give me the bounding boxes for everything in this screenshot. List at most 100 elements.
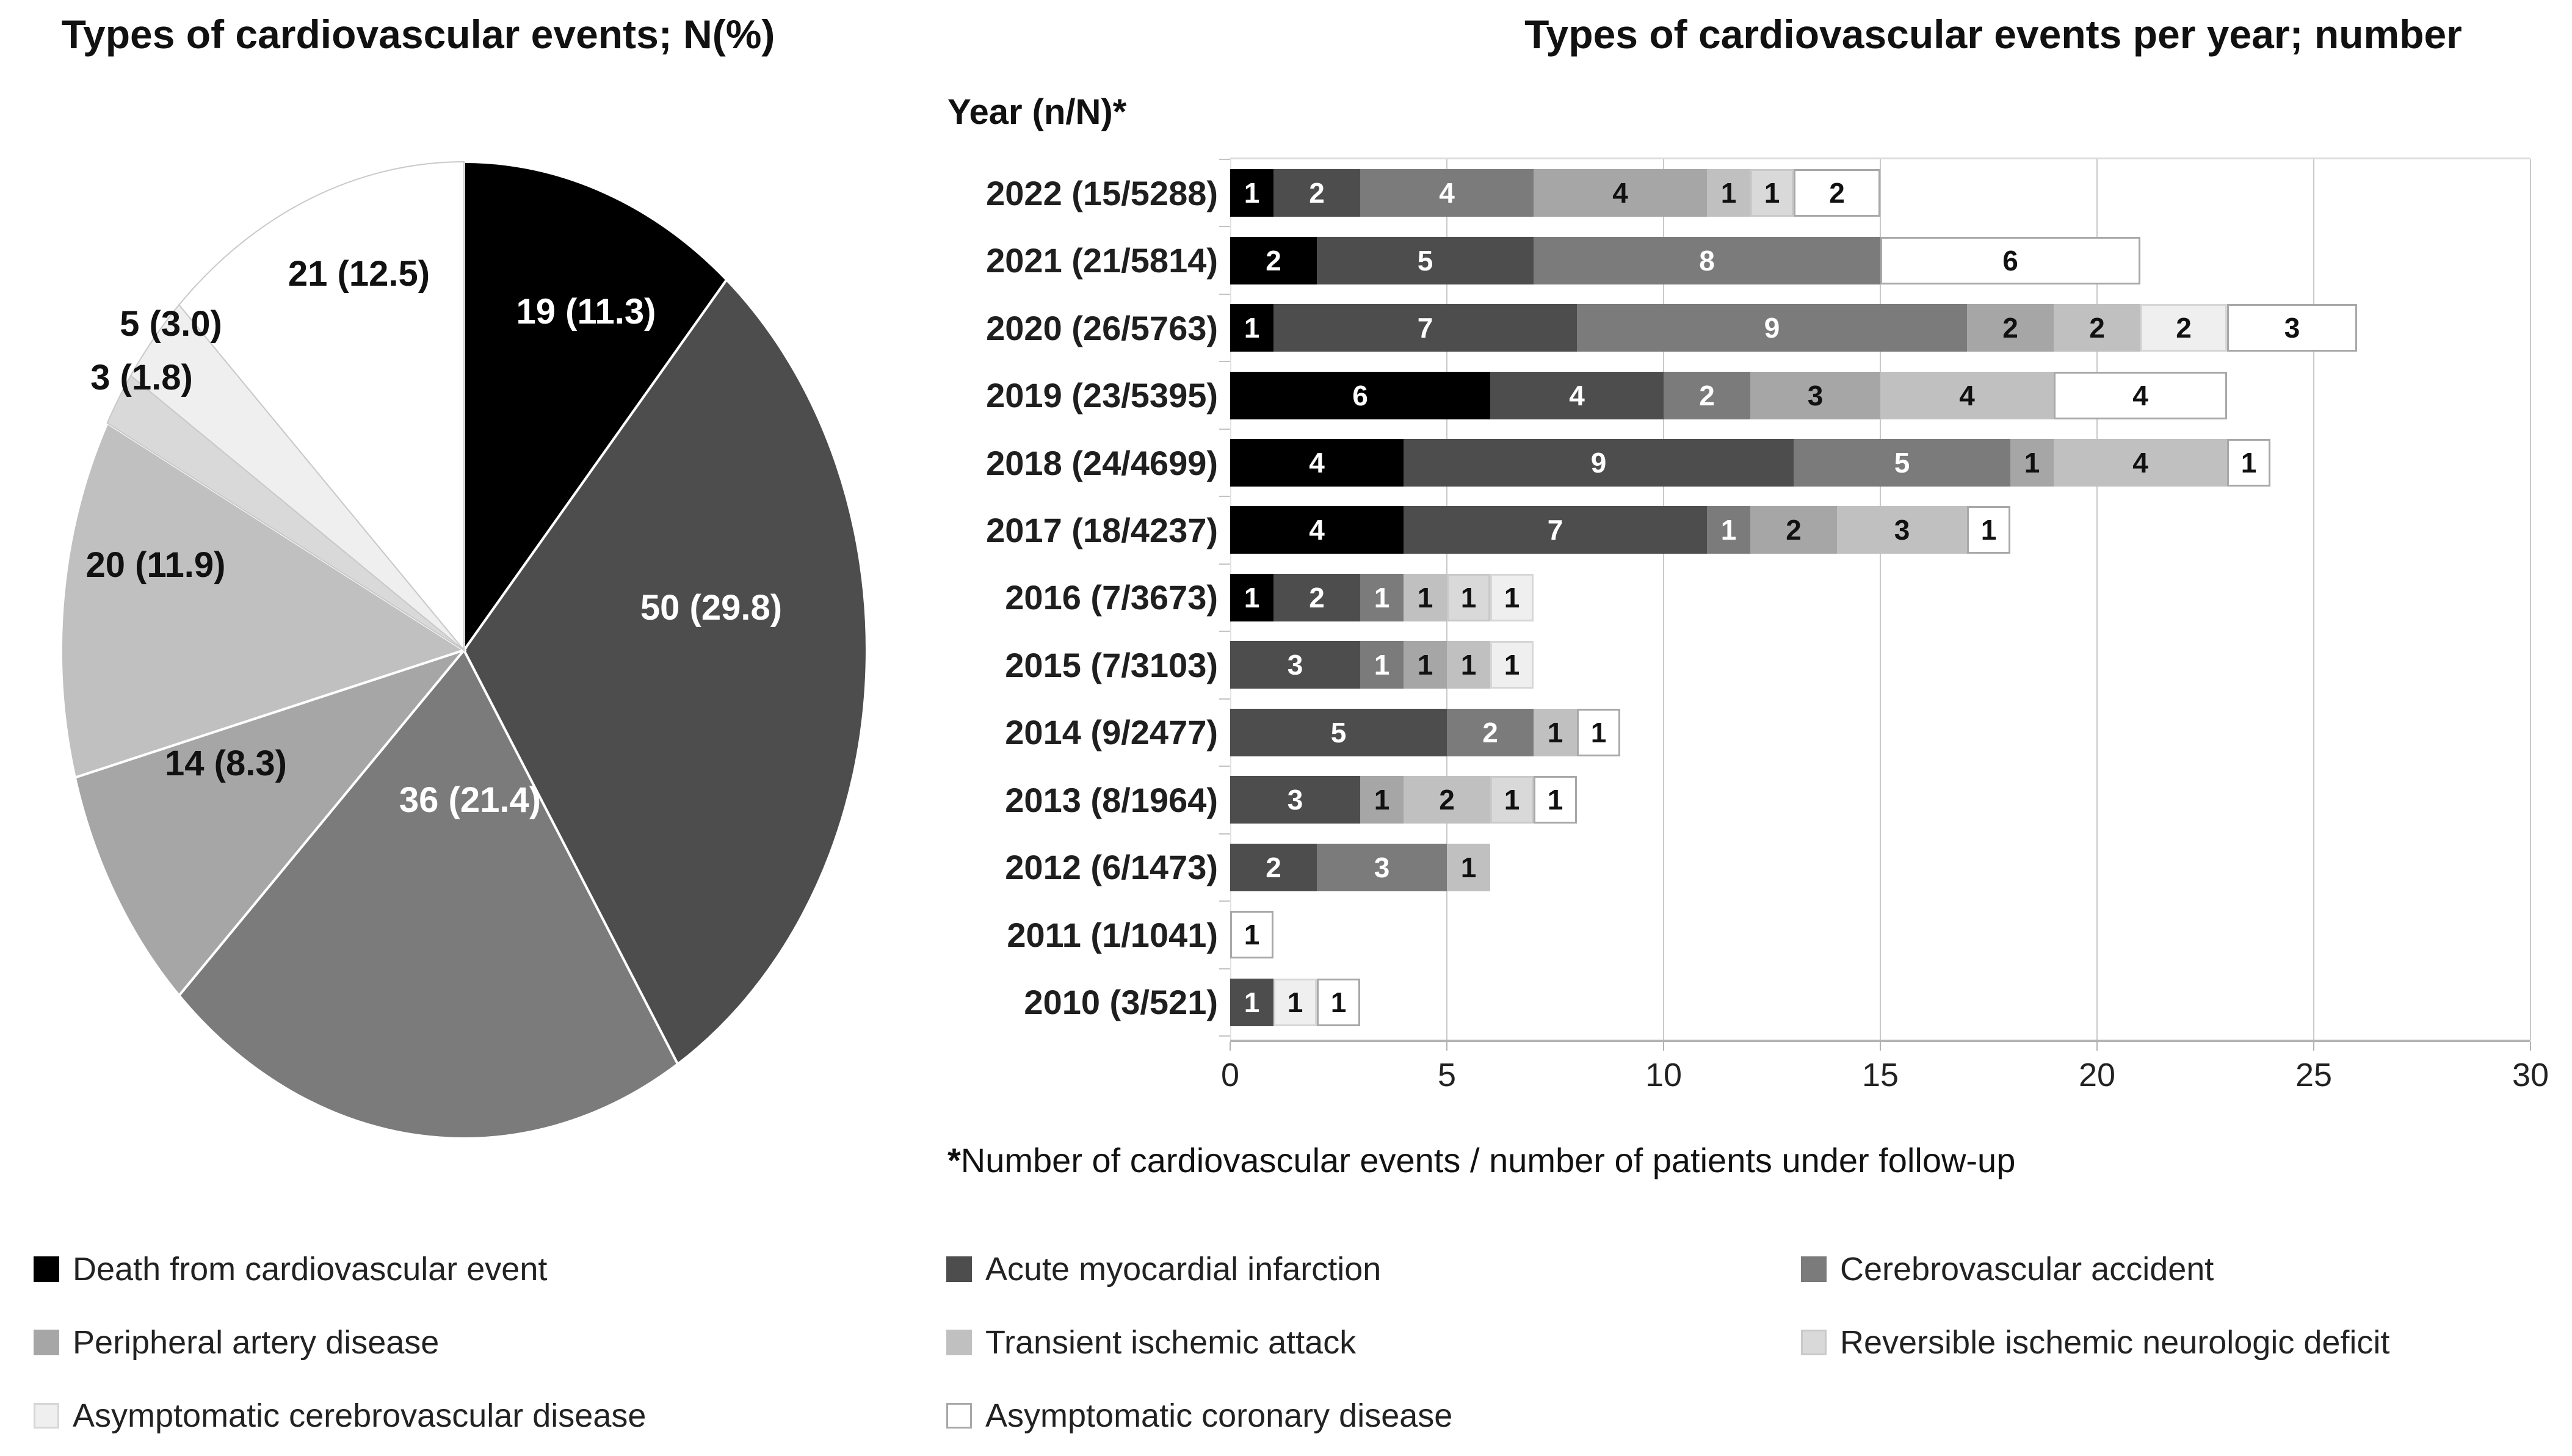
pie-slice: [177, 648, 679, 1140]
bar-segment: 1: [1317, 978, 1360, 1026]
footnote: *Number of cardiovascular events / numbe…: [947, 1140, 2015, 1180]
bar-track: 1: [1230, 911, 1273, 959]
bar-segment: 2: [1230, 843, 1317, 891]
bar-segment: 1: [1360, 641, 1404, 689]
legend: Death from cardiovascular event Acute myo…: [34, 1250, 2570, 1435]
legend-label: Reversible ischemic neurologic deficit: [1840, 1324, 2390, 1361]
year-label: 2015 (7/3103): [1005, 645, 1218, 684]
bar-segment: 1: [1273, 978, 1317, 1026]
bar-row: 2012 (6/1473) 2 3 1: [873, 834, 2558, 901]
pie-slice-label: 50 (29.8): [640, 588, 782, 628]
bar-segment: 1: [1447, 573, 1490, 621]
pie-chart-title: Types of cardiovascular events; N(%): [61, 12, 775, 57]
x-tick-label: 10: [1645, 1057, 1683, 1093]
footnote-asterisk: *: [947, 1141, 961, 1179]
bar-segment: 9: [1404, 439, 1794, 487]
bar-segment: 7: [1404, 506, 1707, 554]
bar-segment: 1: [1360, 573, 1404, 621]
bar-row: 2021 (21/5814) 2 5 8 6: [873, 226, 2558, 294]
year-label: 2022 (15/5288): [986, 173, 1218, 212]
legend-label: Death from cardiovascular event: [73, 1251, 548, 1288]
bar-segment: 1: [1360, 776, 1404, 824]
y-axis-tickmark: [1219, 496, 1230, 498]
x-axis-tickmark: [2530, 1042, 2531, 1051]
bar-segment: 2: [1230, 236, 1317, 284]
pie-slice: [462, 278, 868, 1067]
pie-slice: [59, 421, 467, 780]
bar-segment: 1: [2227, 439, 2270, 487]
pie-slice-label: 19 (11.3): [516, 292, 656, 331]
bar-segment: 1: [1490, 641, 1534, 689]
x-tick-label: 0: [1220, 1057, 1240, 1093]
bar-row: 2022 (15/5288) 1 2 4 4 1 1 2: [873, 159, 2558, 226]
bar-row: 2020 (26/5763) 1 7 9 2 2 2 3: [873, 294, 2558, 361]
x-tick-label: 15: [1861, 1057, 1899, 1093]
bar-row: 2015 (7/3103) 3 1 1 1 1: [873, 631, 2558, 698]
bar-row: 2013 (8/1964) 3 1 2 1 1: [873, 766, 2558, 833]
bar-segment: 4: [1230, 506, 1404, 554]
bar-segment: 4: [2054, 439, 2227, 487]
bar-segment: 2: [2054, 304, 2140, 352]
bar-segment: 1: [1534, 708, 1577, 756]
pie-slice: [463, 160, 728, 654]
bar-segment: 2: [2140, 304, 2227, 352]
legend-swatch-icon: [946, 1330, 972, 1355]
bar-segment: 1: [1707, 506, 1750, 554]
legend-label: Cerebrovascular accident: [1840, 1251, 2214, 1288]
bar-segment: 1: [1447, 843, 1490, 891]
y-axis-tickmark: [1219, 968, 1230, 969]
pie-slice: [178, 161, 465, 652]
legend-swatch-icon: [1801, 1256, 1827, 1282]
legend-item: Asymptomatic coronary disease: [946, 1397, 1801, 1435]
legend-item: Asymptomatic cerebrovascular disease: [34, 1397, 946, 1435]
legend-item: Death from cardiovascular event: [34, 1250, 946, 1288]
bar-segment: 2: [1750, 506, 1837, 554]
year-label: 2019 (23/5395): [986, 376, 1218, 415]
bar-segment: 6: [1230, 371, 1490, 419]
legend-item: Transient ischemic attack: [946, 1324, 1801, 1361]
x-axis: 0 5 10 15 20 25 30: [1221, 1056, 2572, 1099]
x-axis-tickmark: [1446, 1042, 1447, 1051]
bar-segment: 9: [1577, 304, 1967, 352]
legend-item: Peripheral artery disease: [34, 1324, 946, 1361]
bar-segment: 6: [1880, 236, 2140, 284]
legend-swatch-icon: [946, 1256, 972, 1282]
y-axis-tickmark: [1219, 226, 1230, 228]
legend-item: Acute myocardial infarction: [946, 1250, 1801, 1288]
y-axis-tickmark: [1219, 159, 1230, 160]
bar-chart-title: Types of cardiovascular events per year;…: [1524, 12, 2462, 57]
x-axis-tickmark: [1230, 1042, 1231, 1051]
bar-segment: 2: [1447, 708, 1534, 756]
bar-segment: 1: [2010, 439, 2054, 487]
pie-slice: [73, 647, 468, 998]
x-tick-label: 25: [2295, 1057, 2333, 1093]
bar-segment: 1: [1230, 978, 1273, 1026]
pie-slice-label: 21 (12.5): [288, 254, 430, 294]
bar-segment: 1: [1707, 169, 1750, 217]
year-label: 2012 (6/1473): [1005, 848, 1218, 887]
bar-row: 2018 (24/4699) 4 9 5 1 4 1: [873, 429, 2558, 496]
footnote-text: Number of cardiovascular events / number…: [960, 1141, 2016, 1179]
bar-segment: 1: [1230, 304, 1273, 352]
bar-segment: 2: [1404, 776, 1490, 824]
x-axis-tickmark: [1880, 1042, 1881, 1051]
y-axis-tickmark: [1219, 833, 1230, 835]
bar-segment: 5: [1794, 439, 2010, 487]
legend-label: Peripheral artery disease: [73, 1324, 440, 1361]
legend-label: Acute myocardial infarction: [985, 1251, 1382, 1288]
y-axis-tickmark: [1219, 293, 1230, 295]
bar-row: 2016 (7/3673) 1 2 1 1 1 1: [873, 564, 2558, 631]
y-axis-tickmark: [1219, 900, 1230, 902]
year-label: 2018 (24/4699): [986, 443, 1218, 482]
bar-segment: 3: [2227, 304, 2357, 352]
bar-segment: 1: [1404, 573, 1447, 621]
bar-segment: 1: [1230, 169, 1273, 217]
year-label: 2014 (9/2477): [1005, 713, 1218, 752]
